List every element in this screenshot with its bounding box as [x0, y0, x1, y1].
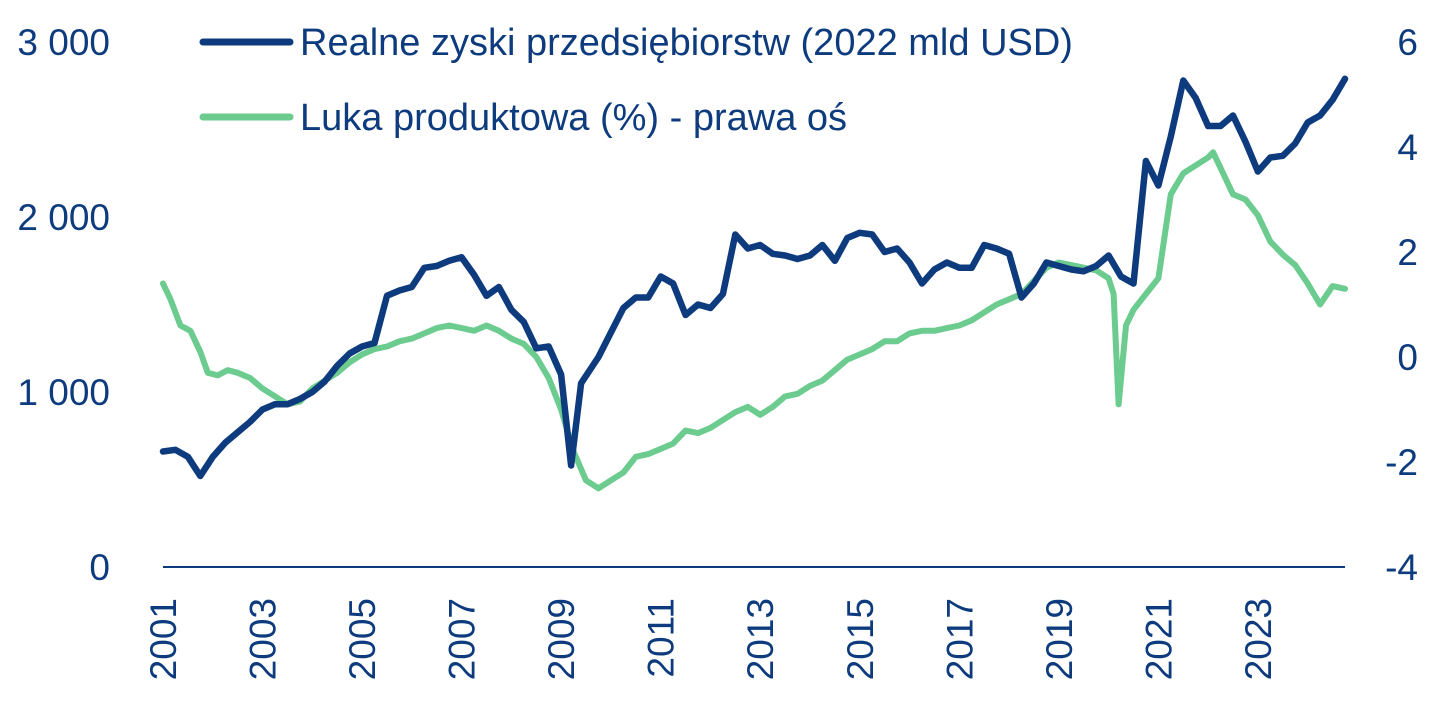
left-axis-ticks: 0 1 000 2 000 3 000	[17, 22, 110, 588]
x-axis-tick-label: 2009	[541, 598, 582, 680]
right-axis-tick-label: 0	[1397, 337, 1418, 378]
right-axis-tick-label: 2	[1397, 232, 1418, 273]
x-axis-ticks: 2001 2003 2005 2007 2009 2011 2013 2015 2017 2019…	[143, 598, 1279, 680]
series-lines	[159, 75, 1349, 492]
left-axis-tick-label: 2 000	[17, 197, 110, 238]
left-axis-tick-label: 0	[89, 547, 110, 588]
x-axis-tick-label: 2007	[442, 598, 483, 680]
x-axis-tick-label: 2023	[1238, 598, 1279, 680]
x-axis-tick-label: 2019	[1039, 598, 1080, 680]
x-axis-tick-label: 2003	[243, 598, 284, 680]
right-axis-ticks: -4 -2 0 2 4 6	[1385, 22, 1418, 588]
right-axis-tick-label: -4	[1385, 547, 1418, 588]
x-axis-tick-label: 2013	[740, 598, 781, 680]
real-profits-line	[159, 75, 1349, 480]
x-axis-tick-label: 2017	[939, 598, 980, 680]
legend: Realne zyski przedsiębiorstw (2022 mld U…	[199, 22, 1073, 139]
x-axis-tick-label: 2001	[143, 598, 184, 680]
legend-label: Luka produktowa (%) - prawa oś	[300, 97, 847, 139]
x-axis-tick-label: 2021	[1138, 598, 1179, 680]
x-axis-tick-label: 2011	[641, 598, 682, 678]
left-axis-tick-label: 3 000	[17, 22, 110, 63]
right-axis-tick-label: 6	[1397, 22, 1418, 63]
x-axis-tick-label: 2015	[840, 598, 881, 680]
left-axis-tick-label: 1 000	[17, 372, 110, 413]
right-axis-tick-label: -2	[1385, 442, 1418, 483]
output-gap-line	[160, 149, 1348, 492]
legend-label: Realne zyski przedsiębiorstw (2022 mld U…	[300, 22, 1073, 64]
x-axis-tick-label: 2005	[342, 598, 383, 680]
right-axis-tick-label: 4	[1397, 127, 1418, 168]
